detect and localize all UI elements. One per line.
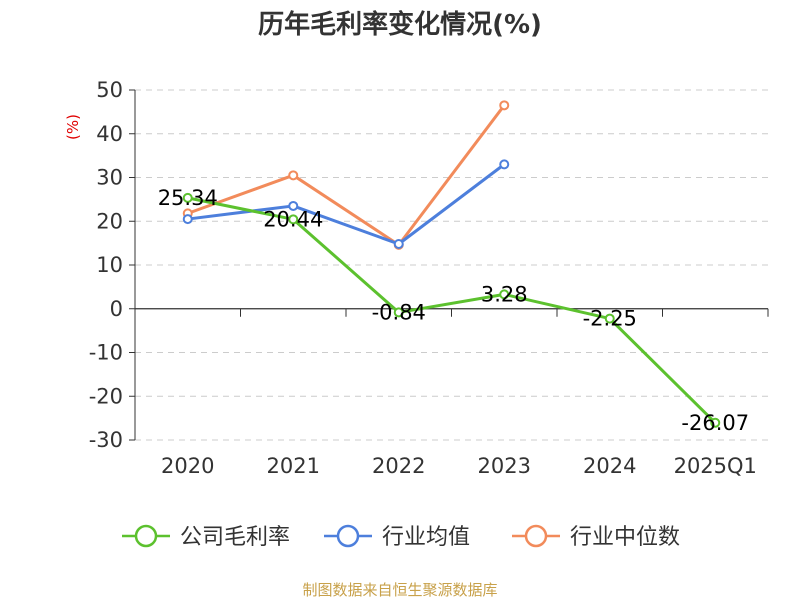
data-label: 3.28 (481, 282, 528, 306)
data-point (499, 159, 510, 170)
series-line (187, 163, 506, 246)
data-point (499, 289, 510, 300)
y-tick-label: -30 (89, 428, 123, 452)
legend-marker-icon (134, 524, 158, 548)
legend-marker-icon (524, 524, 548, 548)
data-label: -26.07 (681, 411, 749, 435)
data-point (288, 170, 299, 181)
y-tick-label: 50 (96, 78, 123, 102)
chart-title: 历年毛利率变化情况(%) (258, 9, 542, 40)
y-tick-label: 0 (110, 297, 123, 321)
data-label: -2.25 (583, 307, 637, 331)
data-label: -0.84 (372, 300, 426, 324)
y-axis-unit-label: (%) (64, 114, 82, 140)
y-tick-label: 40 (96, 122, 123, 146)
y-axis-ticks: 50 40 30 20 10 0 -10 -20 -30 (89, 78, 136, 452)
source-note: 制图数据来自恒生聚源数据库 (302, 581, 497, 599)
legend-label: 公司毛利率 (180, 525, 290, 550)
data-label: 20.44 (263, 207, 323, 231)
grid-lines (135, 89, 768, 441)
data-label: 25.34 (158, 186, 218, 210)
x-tick-label: 2025Q1 (674, 454, 757, 478)
data-point (288, 214, 299, 225)
x-tick-label: 2021 (267, 454, 320, 478)
x-tick-label: 2024 (583, 454, 636, 478)
legend-marker-icon (336, 524, 360, 548)
x-tick-label: 2023 (478, 454, 531, 478)
y-tick-label: -10 (89, 341, 123, 365)
y-tick-label: -20 (89, 384, 123, 408)
series-lines (182, 100, 721, 428)
legend: 公司毛利率 行业均值 行业中位数 (122, 524, 680, 550)
data-point (393, 239, 404, 249)
data-point (182, 214, 193, 225)
data-point (393, 307, 404, 318)
data-point (710, 417, 721, 428)
data-labels: 25.34 20.44 -0.84 3.28 -2.25 -26.07 (158, 186, 749, 435)
y-tick-label: 30 (96, 166, 123, 190)
legend-label: 行业中位数 (570, 525, 680, 550)
legend-label: 行业均值 (382, 525, 470, 550)
series-line (187, 196, 717, 424)
data-point (499, 100, 510, 111)
x-tick-label: 2020 (161, 454, 214, 478)
data-point (182, 192, 193, 203)
y-tick-label: 20 (96, 209, 123, 233)
y-tick-label: 10 (96, 253, 123, 277)
data-point (288, 200, 299, 211)
series-line (187, 104, 506, 247)
x-tick-label: 2022 (372, 454, 425, 478)
data-point (604, 313, 615, 324)
x-axis: 2020 2021 2022 2023 2024 2025Q1 (134, 308, 769, 478)
